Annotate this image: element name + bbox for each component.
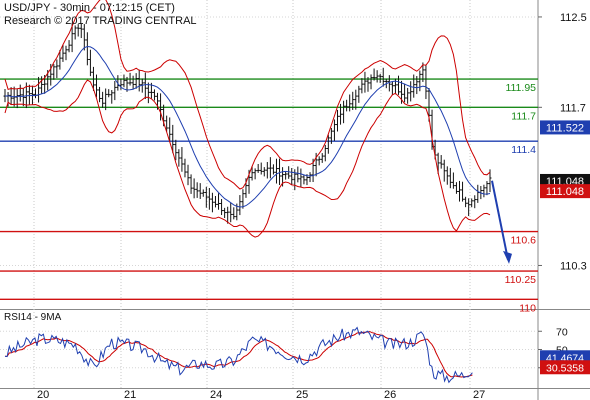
- y-tick-label: 110.3: [560, 260, 587, 272]
- resistance-1-label: 111.7: [511, 110, 536, 122]
- forecast-arrow: [491, 180, 509, 261]
- bid-price-tag: [540, 184, 590, 199]
- bollinger-upper: [4, 0, 491, 190]
- rsi-tick-label: 70: [556, 326, 568, 338]
- support-1-label: 110.6: [511, 235, 537, 247]
- resistance-2-label: 111.95: [505, 82, 536, 94]
- chart-title: USD/JPY - 30min - 07:12:15 (CET): [4, 2, 175, 14]
- ma-value-tag: [540, 120, 590, 135]
- rsi-ma-tag-text: 30.5358: [546, 362, 584, 374]
- rsi-ma-line: [4, 331, 473, 378]
- x-tick-label: 21: [124, 389, 136, 400]
- rsi-title: RSI14 - 9MA: [4, 312, 62, 323]
- candles: [3, 22, 492, 224]
- x-tick-label: 26: [384, 389, 396, 400]
- y-tick-label: 111.7: [560, 102, 586, 114]
- support-2-label: 110.25: [505, 274, 536, 286]
- x-tick-label: 20: [37, 389, 49, 400]
- support-3-label: 110: [519, 302, 536, 314]
- x-tick-label: 25: [296, 389, 308, 400]
- ma-value-tag-text: 111.522: [546, 122, 584, 134]
- moving-average-line: [4, 45, 491, 208]
- bollinger-lower: [4, 79, 491, 238]
- rsi-line: [4, 326, 473, 384]
- rsi-ma-tag: [540, 360, 590, 375]
- y-tick-label: 112.5: [560, 12, 587, 24]
- forecast-arrow-head: [503, 250, 512, 264]
- x-tick-label: 27: [473, 389, 485, 400]
- copyright-label: Research © 2017 TRADING CENTRAL: [4, 15, 197, 27]
- bid-price-tag-text: 111.048: [546, 186, 584, 198]
- pivot-label: 111.4: [511, 144, 536, 156]
- x-tick-label: 24: [210, 389, 222, 400]
